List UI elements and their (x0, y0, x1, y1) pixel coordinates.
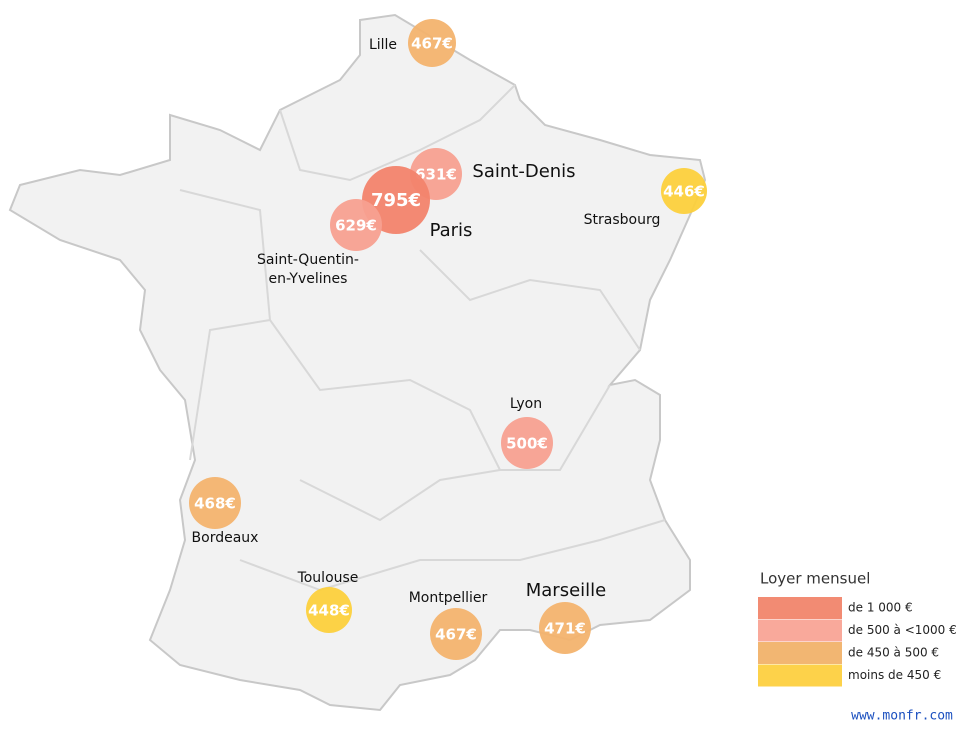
city-name: Marseille (526, 580, 607, 601)
rent-label: 500€ (506, 435, 548, 453)
city-bubble (306, 587, 352, 633)
rent-label: 468€ (194, 495, 236, 513)
legend-title: Loyer mensuel (760, 570, 870, 588)
city-bubble (430, 608, 482, 660)
footer-url: www.monfr.com (851, 709, 953, 724)
rent-label: 471€ (544, 620, 586, 638)
city-name: Lyon (510, 396, 542, 412)
rent-label: 631€ (415, 166, 457, 184)
legend-swatch (758, 664, 842, 687)
city-name: en-Yvelines (269, 271, 348, 287)
rent-label: 446€ (663, 183, 705, 201)
region-borders (179, 84, 666, 592)
cities: Lille 467€ Saint-Denis 631€ Paris 795€ Saint-Q… (189, 19, 707, 660)
legend-label: moins de 450 € (848, 668, 941, 682)
legend-swatch (758, 642, 842, 664)
city-bubble (330, 199, 382, 251)
city-name: Saint-Quentin- (257, 252, 359, 268)
city-bubble (501, 417, 553, 469)
city-name: Lille (369, 37, 397, 53)
legend-swatch (758, 619, 842, 642)
rent-label: 795€ (371, 190, 421, 211)
city-bubble (408, 19, 456, 67)
rent-label: 467€ (411, 35, 453, 53)
legend-swatch (758, 597, 842, 619)
legend-label: de 450 à 500 € (848, 646, 939, 660)
city-name: Montpellier (409, 590, 488, 606)
rent-label: 448€ (308, 602, 350, 620)
city-name: Saint-Denis (472, 161, 575, 182)
city-name: Paris (430, 220, 473, 241)
city-name: Strasbourg (584, 212, 661, 228)
city-bubble (189, 477, 241, 529)
city-name: Bordeaux (192, 530, 259, 546)
legend-label: de 1 000 € (848, 601, 913, 615)
legend: Loyer mensuel de 1 000 € de 500 à <1000 €… (758, 570, 957, 687)
rent-label: 467€ (435, 626, 477, 644)
legend-label: de 500 à <1000 € (848, 623, 957, 637)
city-name: Toulouse (297, 570, 359, 586)
city-bubble (539, 602, 591, 654)
rent-label: 629€ (335, 217, 377, 235)
city-bubble (661, 168, 707, 214)
france-outline (8, 13, 707, 712)
